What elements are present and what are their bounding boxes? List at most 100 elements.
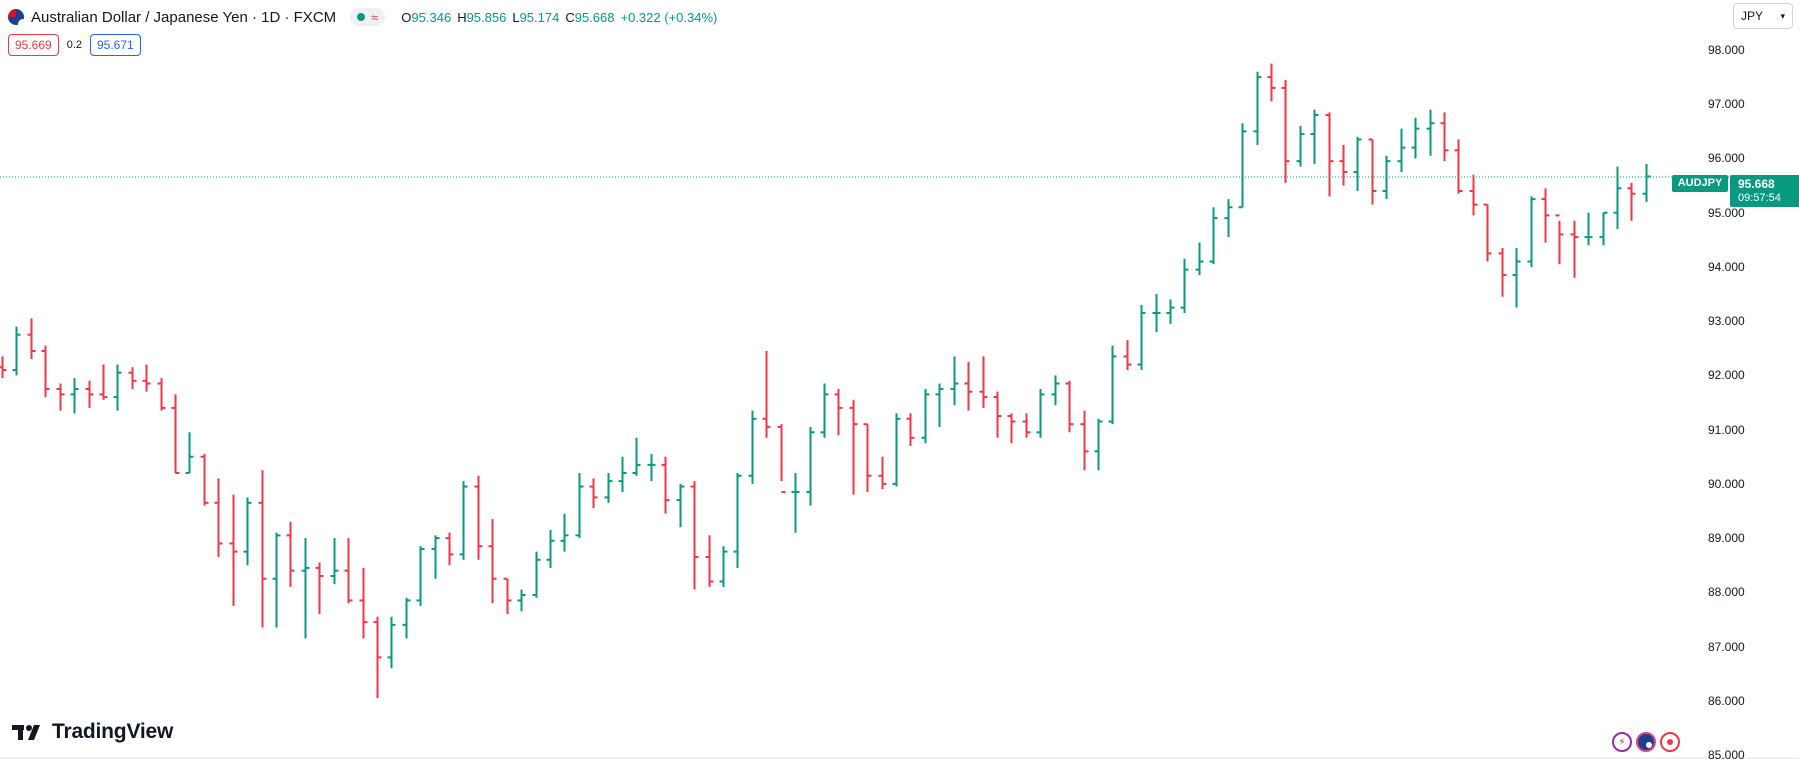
- ohlc-bar: [1498, 247, 1507, 297]
- ohlc-bar: [733, 473, 742, 568]
- y-tick-label: 92.000: [1708, 368, 1745, 383]
- ohlc-bar: [1094, 418, 1103, 471]
- ohlc-bar: [1642, 163, 1651, 202]
- ohlc-bars: [0, 63, 1651, 699]
- ohlc-bar: [618, 456, 627, 492]
- ohlc-bar: [1527, 196, 1536, 267]
- market-status-pill[interactable]: ≈: [350, 8, 386, 26]
- ohlc-bar: [1599, 211, 1608, 246]
- record-icon[interactable]: [1660, 732, 1680, 752]
- ohlc-bar: [906, 413, 915, 446]
- ohlc-bar: [272, 532, 281, 628]
- ohlc-bar: [863, 423, 872, 492]
- logo-text: TradingView: [52, 720, 174, 743]
- ohlc-bar: [41, 345, 50, 398]
- ohlc-bar: [661, 456, 670, 514]
- y-tick-label: 95.000: [1708, 205, 1745, 220]
- ohlc-bar: [1022, 413, 1031, 438]
- ohlc-bar: [1281, 79, 1290, 183]
- lightning-icon[interactable]: ⚡: [1612, 732, 1632, 752]
- change-value: +0.322 (+0.34%): [620, 9, 718, 25]
- spread-value: 0.2: [66, 39, 82, 51]
- y-tick-label: 93.000: [1708, 314, 1745, 329]
- ohlc-bar: [676, 483, 685, 528]
- ohlc-bar: [243, 497, 252, 566]
- high-label: H: [457, 9, 467, 25]
- ohlc-bar: [214, 478, 223, 558]
- ohlc-bar: [359, 567, 368, 639]
- ohlc-bar: [1627, 182, 1636, 221]
- ohlc-bar: [849, 399, 858, 495]
- ohlc-bar: [344, 538, 353, 604]
- ohlc-bar: [1353, 136, 1362, 191]
- y-tick-label: 98.000: [1708, 43, 1745, 57]
- ohlc-bar: [330, 538, 339, 585]
- ohlc-bar: [690, 481, 699, 590]
- y-tick-label: 89.000: [1708, 531, 1745, 546]
- sell-button[interactable]: 95.669: [8, 34, 59, 56]
- ohlc-bar: [1584, 212, 1593, 246]
- ohlc-bar: [1469, 174, 1478, 216]
- open-label: O: [401, 9, 412, 25]
- ohlc-bar: [589, 478, 598, 509]
- last-price-tag: 95.668 09:57:54: [1730, 175, 1799, 207]
- ohlc-bar: [1310, 109, 1319, 164]
- y-tick-label: 97.000: [1708, 97, 1745, 112]
- ohlc-bar: [719, 546, 728, 587]
- ohlc-bar: [935, 383, 944, 427]
- ohlc-bar: [445, 532, 454, 566]
- ohlc-bar: [171, 394, 180, 474]
- ohlc-bar: [921, 388, 930, 444]
- ohlc-bar: [416, 546, 425, 606]
- ohlc-bar: [27, 318, 36, 360]
- tradingview-logo[interactable]: TradingView: [12, 720, 173, 744]
- ohlc-values: O95.346 H95.856 L95.174 C95.668 +0.322 (…: [401, 10, 717, 25]
- y-tick-label: 85.000: [1708, 748, 1745, 762]
- ohlc-bar: [575, 473, 584, 539]
- ohlc-bar: [806, 426, 815, 506]
- ohlc-bar: [1454, 139, 1463, 194]
- low-value: 95.174: [519, 9, 560, 25]
- ohlc-bar: [1411, 117, 1420, 159]
- symbol-price-tag: AUDJPY: [1672, 175, 1728, 192]
- symbol-title[interactable]: Australian Dollar / Japanese Yen · 1D · …: [31, 8, 337, 26]
- ohlc-bar: [1483, 203, 1492, 262]
- last-price-value: 95.668: [1738, 177, 1775, 191]
- ohlc-bar: [56, 383, 65, 411]
- ohlc-bar: [402, 597, 411, 639]
- ohlc-bar: [546, 529, 555, 568]
- ohlc-bar: [229, 494, 238, 606]
- ohlc-bar: [632, 437, 641, 476]
- ohlc-bar: [604, 473, 613, 503]
- ohlc-bar: [834, 388, 843, 436]
- ohlc-bar: [1180, 258, 1189, 314]
- bar-countdown: 09:57:54: [1738, 192, 1781, 204]
- ohlc-bar: [128, 367, 137, 389]
- ohlc-bar: [1209, 207, 1218, 265]
- au-flag-icon[interactable]: [1636, 732, 1656, 752]
- close-value: 95.668: [574, 9, 615, 25]
- ohlc-bar: [315, 562, 324, 614]
- ohlc-bar: [1152, 294, 1161, 332]
- ohlc-bar: [488, 519, 497, 604]
- ohlc-bar: [373, 616, 382, 699]
- ohlc-bar: [1195, 242, 1204, 276]
- close-label: C: [565, 9, 575, 25]
- ohlc-bar: [12, 326, 21, 376]
- ohlc-bar: [1368, 138, 1377, 205]
- ohlc-bar: [185, 432, 194, 474]
- ohlc-bar: [1080, 410, 1089, 471]
- ohlc-bar: [99, 364, 108, 400]
- high-value: 95.856: [466, 9, 507, 25]
- ohlc-bar: [1137, 304, 1146, 370]
- ohlc-bar: [301, 538, 310, 639]
- ohlc-bar: [1613, 166, 1622, 229]
- ohlc-bar: [1238, 123, 1247, 209]
- chart-legend: Australian Dollar / Japanese Yen · 1D · …: [8, 6, 717, 28]
- ohlc-bar: [791, 473, 800, 533]
- ohlc-bar: [1253, 71, 1262, 145]
- buy-button[interactable]: 95.671: [90, 34, 141, 56]
- currency-selector[interactable]: JPY ▾: [1733, 3, 1793, 29]
- ohlc-bar: [70, 378, 79, 414]
